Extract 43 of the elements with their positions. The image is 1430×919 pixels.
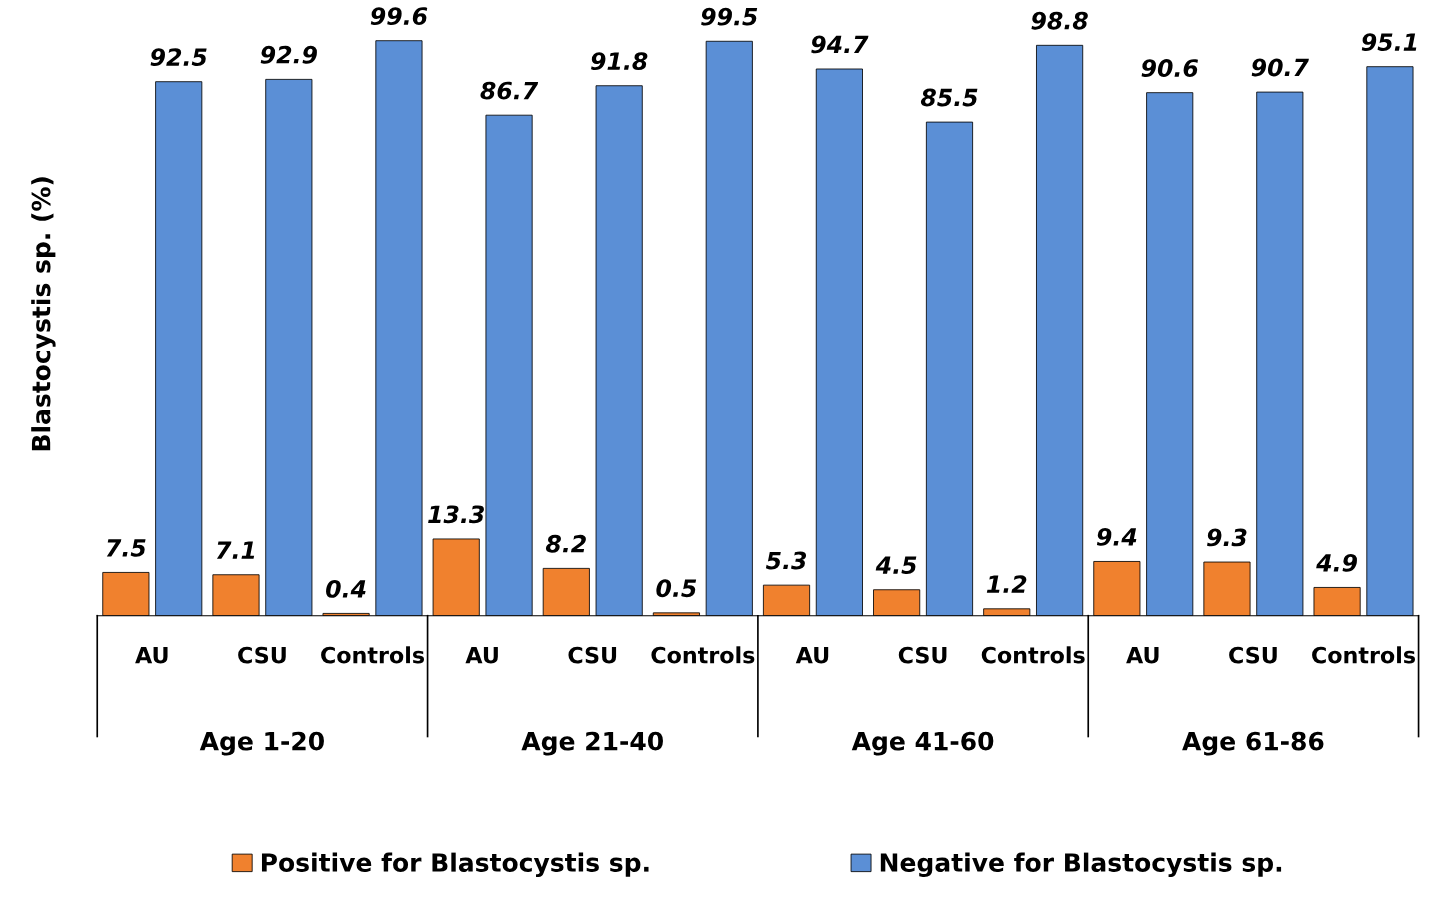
text: Age 61-86 (1182, 731, 1324, 756)
data-label: 0.5 (656, 579, 697, 598)
data-label: 7.5 (106, 539, 146, 557)
x-tick-label: Controls (981, 646, 1085, 664)
data-label: 8.2 (545, 534, 586, 553)
text: Age 21-40 (521, 731, 663, 756)
x-tick-label: AU (465, 646, 498, 664)
x-tick-label: Controls (321, 646, 425, 664)
data-label: 9.3 (1207, 528, 1247, 547)
data-label: 90.7 (1251, 58, 1309, 77)
x-tick-label: AU (1126, 646, 1159, 664)
data-label: 9.4 (1096, 527, 1137, 546)
data-label: 0.4 (326, 579, 366, 598)
data-label: 99.5 (701, 7, 758, 26)
data-label: 86.7 (480, 81, 539, 100)
data-label: 98.8 (1031, 11, 1088, 30)
text: Age 41-60 (851, 731, 994, 756)
data-label: 7.1 (216, 541, 255, 559)
x-tick-label: Controls (1312, 646, 1415, 664)
x-tick-label: Controls (651, 646, 755, 664)
data-label: 92.5 (150, 48, 207, 67)
x-tick-label: AU (135, 646, 168, 664)
data-label: 4.5 (875, 556, 917, 575)
x-tick-label: CSU (1229, 646, 1277, 664)
data-label: 5.3 (765, 551, 807, 570)
text: Age 1-20 (199, 731, 324, 756)
data-label: 90.6 (1141, 59, 1198, 77)
x-tick-label: AU (795, 646, 829, 664)
data-label: 95.1 (1361, 33, 1417, 52)
data-label: 91.8 (591, 52, 648, 71)
data-label: 13.3 (428, 505, 484, 524)
y-axis-title: Blastocystis sp. (%) (31, 177, 56, 451)
data-label: 1.2 (986, 575, 1027, 593)
legend-label: Negative for Blastocystis sp. (880, 852, 1282, 878)
legend-label: Positive for Blastocystis sp. (261, 852, 649, 878)
x-tick-label: CSU (238, 646, 286, 664)
data-label: 4.9 (1316, 553, 1357, 572)
data-label: 92.9 (260, 45, 317, 64)
data-label: 99.6 (370, 7, 428, 26)
x-tick-label: CSU (568, 646, 617, 664)
x-tick-label: CSU (898, 646, 947, 664)
data-label: 85.5 (920, 88, 978, 107)
data-label: 94.7 (811, 35, 869, 54)
